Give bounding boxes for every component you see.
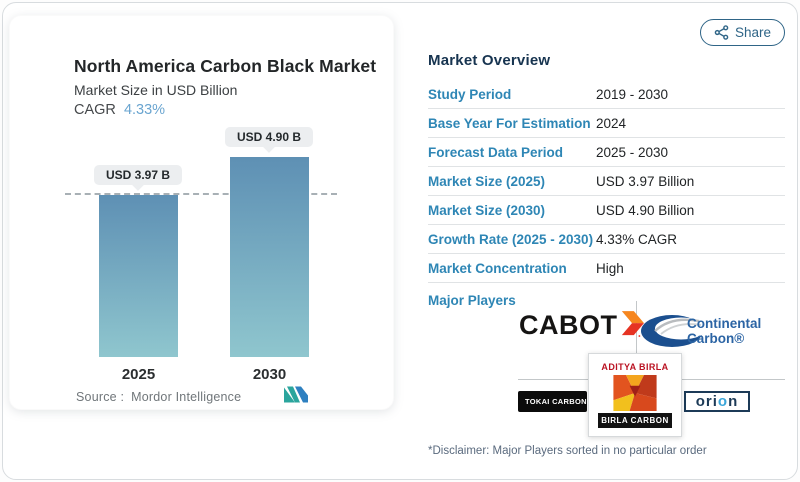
major-players-label: Major Players (428, 293, 516, 308)
table-row: Market Size (2025) USD 3.97 Billion (428, 167, 785, 196)
chart-subtitle: Market Size in USD Billion (74, 82, 238, 98)
orion-text-part: i (712, 393, 718, 410)
tokai-logo-text: TOKAI CARBON (525, 397, 587, 406)
mordor-intelligence-logo-icon (284, 386, 308, 403)
cabot-logo: CABOT (519, 310, 644, 340)
row-label: Base Year For Estimation (428, 115, 591, 131)
aditya-birla-text: ADITYA BIRLA (601, 362, 669, 372)
continental-swoosh-icon (641, 315, 703, 347)
logo-grid-vertical-divider (636, 301, 637, 379)
row-value: 2025 - 2030 (596, 144, 669, 160)
overview-heading: Market Overview (428, 52, 551, 69)
cabot-chevron-icon (621, 311, 644, 337)
orion-text-part: or (695, 393, 713, 410)
orion-blue-o: o (717, 393, 729, 410)
row-label: Market Concentration (428, 260, 567, 276)
orion-logo: or i o n (684, 391, 750, 412)
continental-logo-text: Continental Carbon® (687, 316, 761, 346)
row-label: Study Period (428, 86, 512, 102)
chart-title: North America Carbon Black Market (74, 56, 377, 76)
continental-line1: Continental (687, 316, 762, 331)
row-label: Market Size (2025) (428, 173, 546, 189)
cagr-value: 4.33% (123, 102, 166, 118)
cagr-label: CAGR (74, 102, 116, 118)
row-label: Growth Rate (2025 - 2030) (428, 231, 594, 247)
row-label: Forecast Data Period (428, 144, 564, 160)
x-axis-label-2030: 2030 (252, 366, 287, 383)
x-axis-label-2025: 2025 (121, 366, 156, 383)
table-row: Forecast Data Period 2025 - 2030 (428, 138, 785, 167)
row-value: USD 3.97 Billion (596, 173, 695, 189)
birla-carbon-text: BIRLA CARBON (598, 413, 672, 428)
birla-sun-icon (613, 375, 657, 411)
continental-line2: Carbon® (687, 331, 745, 346)
source-row: Source : Mordor Intelligence (76, 390, 241, 404)
bar-2030 (230, 157, 309, 357)
overview-table: Study Period 2019 - 2030 Base Year For E… (428, 80, 785, 283)
row-value: USD 4.90 Billion (596, 202, 695, 218)
share-button-label: Share (735, 25, 772, 40)
table-row: Market Size (2030) USD 4.90 Billion (428, 196, 785, 225)
row-value: 4.33% CAGR (596, 231, 678, 247)
table-row: Base Year For Estimation 2024 (428, 109, 785, 138)
row-value: High (596, 260, 624, 276)
share-nodes-icon (714, 25, 729, 40)
row-label: Market Size (2030) (428, 202, 546, 218)
cagr-line: CAGR 4.33% (74, 102, 165, 118)
table-row: Market Concentration High (428, 254, 785, 283)
share-button[interactable]: Share (700, 19, 786, 46)
source-prefix: Source : (76, 390, 125, 404)
chart-card: North America Carbon Black Market Market… (9, 15, 394, 410)
table-row: Growth Rate (2025 - 2030) 4.33% CAGR (428, 225, 785, 254)
table-row: Study Period 2019 - 2030 (428, 80, 785, 109)
orion-text-part: n (728, 393, 739, 410)
bar-value-badge-2030: USD 4.90 B (224, 127, 314, 147)
reference-dashed-line (65, 193, 337, 195)
source-name: Mordor Intelligence (131, 390, 242, 404)
bar-value-badge-2025: USD 3.97 B (93, 165, 183, 185)
disclaimer-text: *Disclaimer: Major Players sorted in no … (428, 445, 707, 457)
row-value: 2024 (596, 115, 627, 131)
tokai-carbon-logo: TOKAI CARBON (518, 391, 587, 412)
bar-2025 (99, 195, 178, 357)
birla-carbon-logo: ADITYA BIRLA BIRLA CARBON (588, 353, 682, 437)
cabot-logo-text: CABOT (519, 310, 618, 340)
row-value: 2019 - 2030 (596, 86, 669, 102)
continental-carbon-logo: Continental Carbon® (641, 312, 761, 350)
